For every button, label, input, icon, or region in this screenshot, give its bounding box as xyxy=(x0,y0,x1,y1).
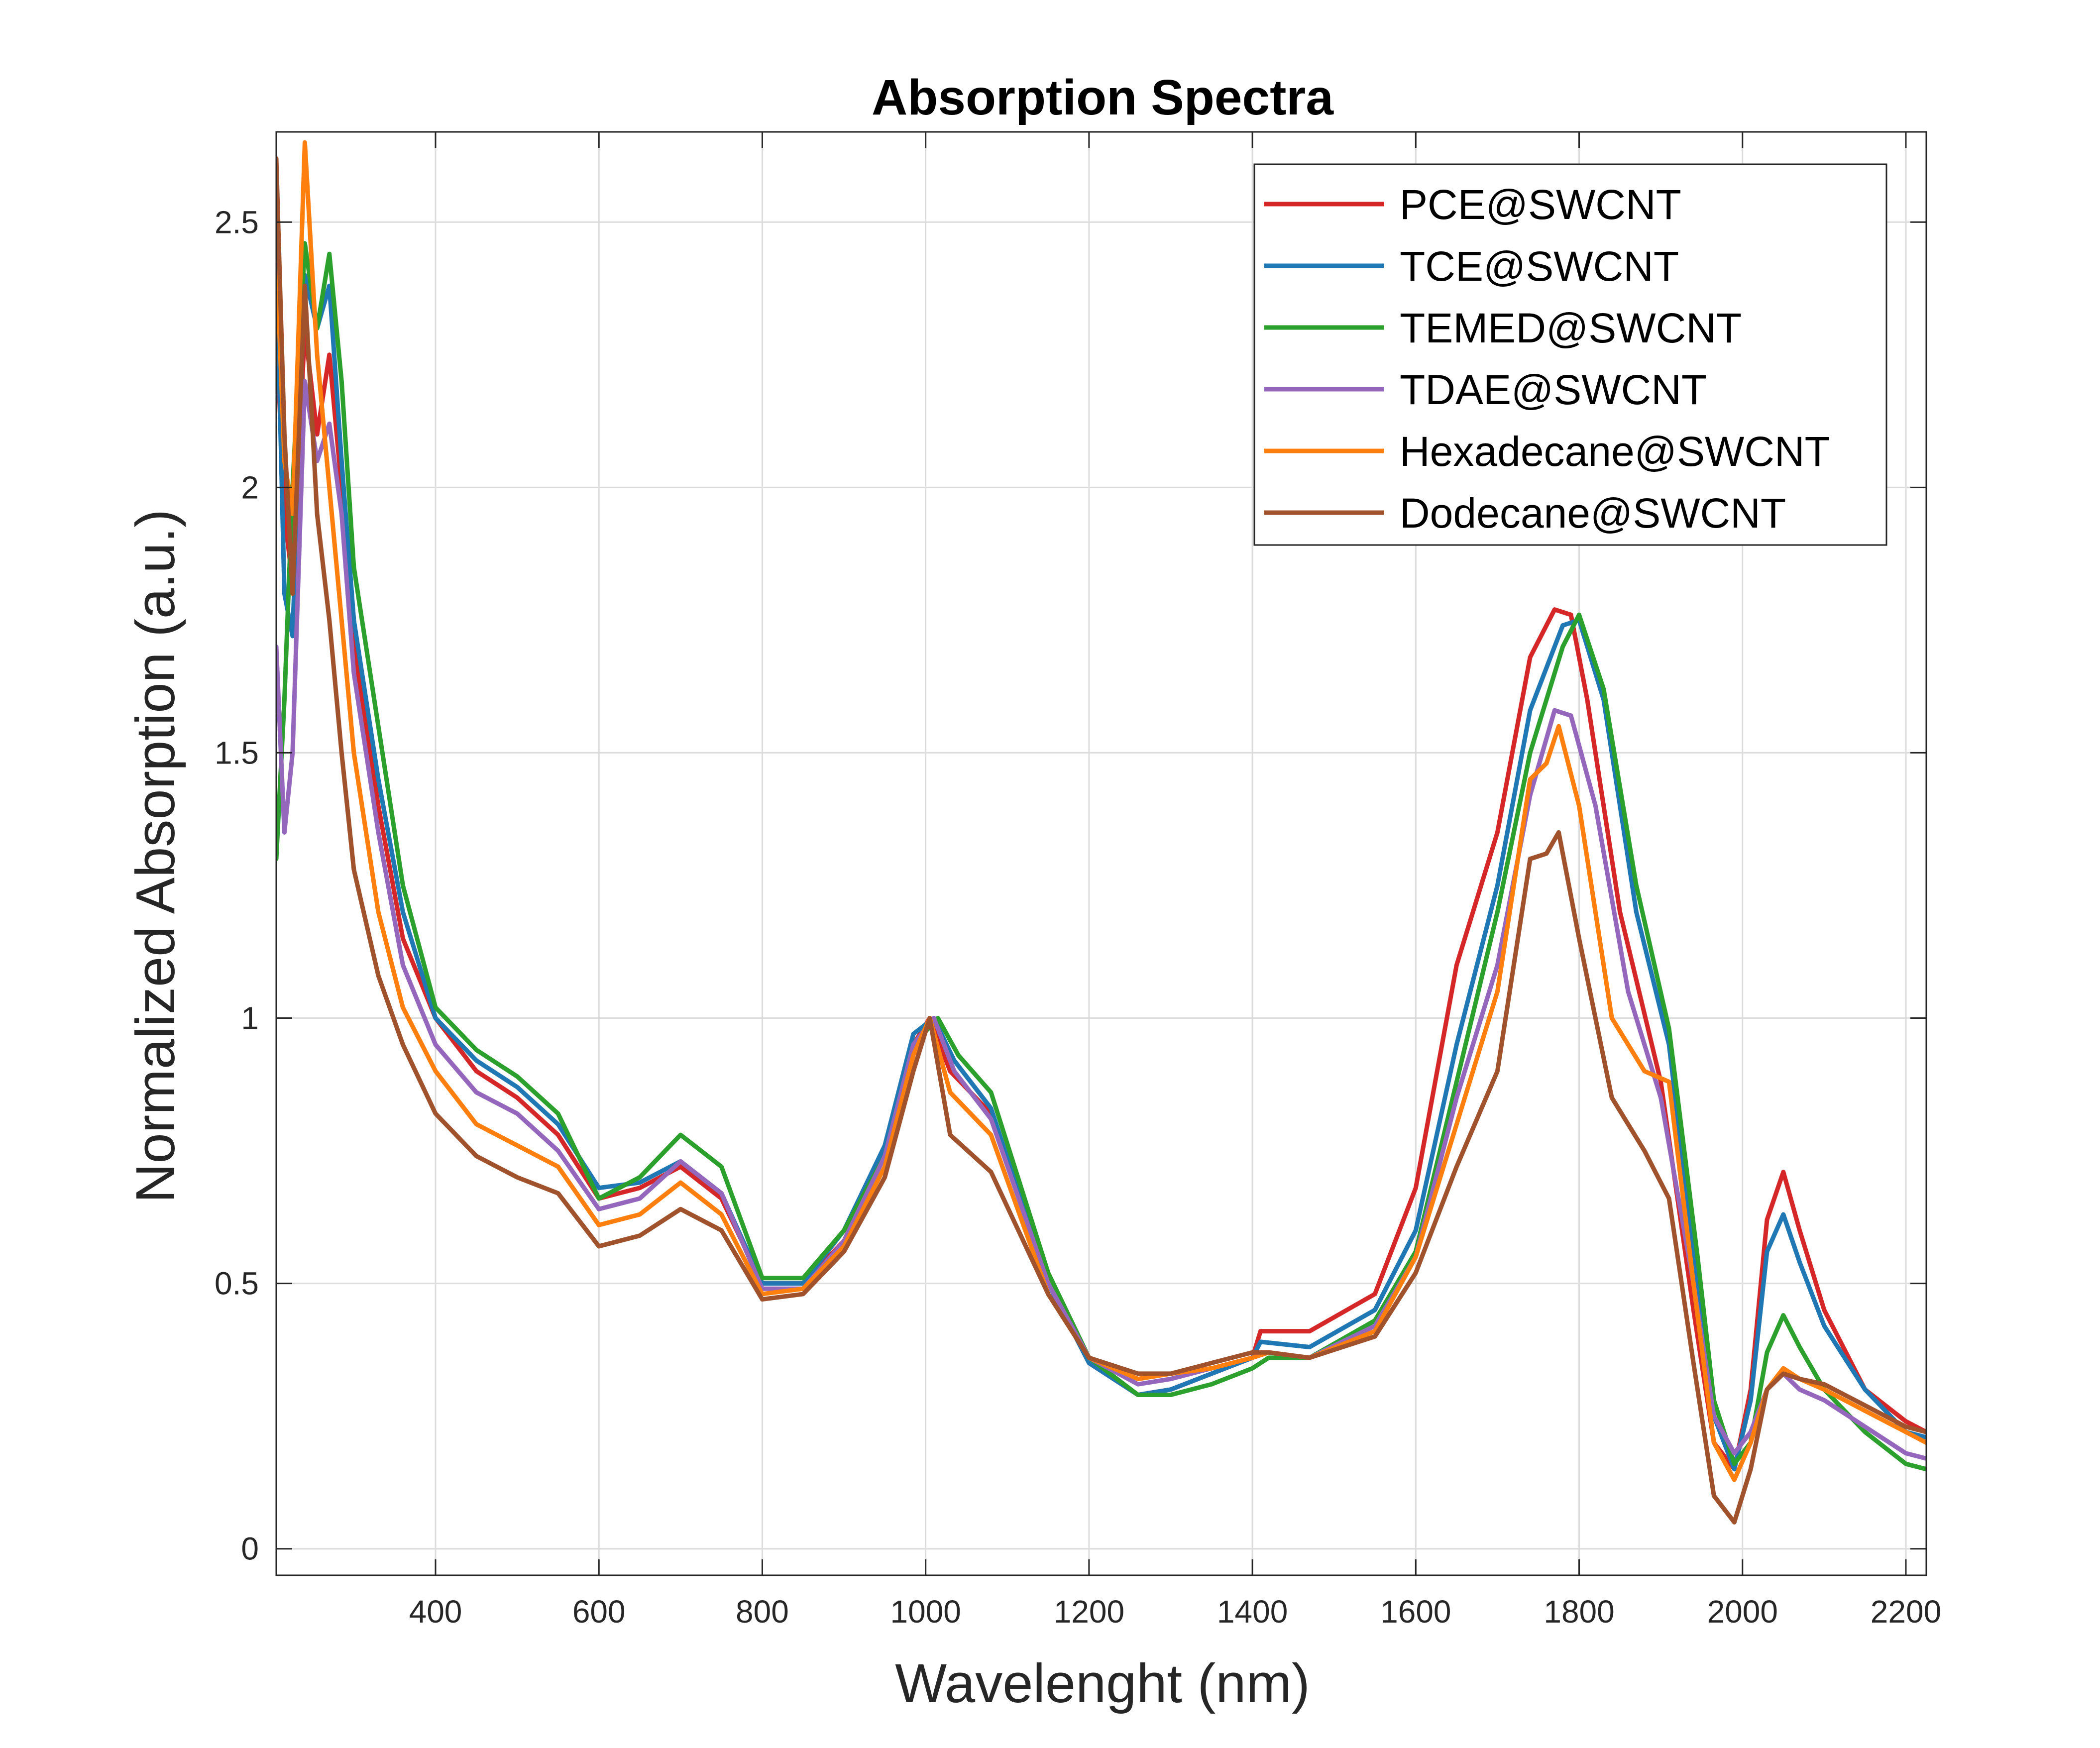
x-tick-label: 1200 xyxy=(1054,1594,1124,1630)
x-tick-label: 2200 xyxy=(1871,1594,1941,1630)
y-tick-label: 1.5 xyxy=(215,735,259,770)
x-tick-label: 1400 xyxy=(1217,1594,1288,1630)
y-axis-label: Normalized Absorption (a.u.) xyxy=(125,509,186,1203)
y-tick-labels: 0 0.5 1 1.5 2 2.5 xyxy=(215,204,259,1566)
y-tick-label: 2 xyxy=(241,469,259,505)
plot-frame xyxy=(275,131,1927,1576)
y-tick-label: 1 xyxy=(241,1000,259,1036)
legend-box xyxy=(1253,163,1887,546)
x-tick-label: 1000 xyxy=(890,1594,961,1630)
x-tick-labels: 400 600 800 1000 1200 1400 1600 1800 2000 2200 xyxy=(409,1594,1942,1630)
x-tick-label: 800 xyxy=(736,1594,789,1630)
x-tick-label: 1800 xyxy=(1544,1594,1614,1630)
chart-title: Absorption Spectra xyxy=(872,70,1334,125)
legend-label: TCE@SWCNT xyxy=(1400,243,1679,290)
legend-label: TDAE@SWCNT xyxy=(1400,366,1707,413)
series-line-5 xyxy=(276,140,1926,1482)
y-tick-label: 0 xyxy=(241,1531,259,1567)
x-tick-label: 400 xyxy=(409,1594,462,1630)
legend-label: Dodecane@SWCNT xyxy=(1400,490,1786,537)
legend-label: PCE@SWCNT xyxy=(1400,181,1681,228)
y-tick-label: 2.5 xyxy=(215,204,259,240)
x-tick-label: 1600 xyxy=(1380,1594,1451,1630)
y-tick-label: 0.5 xyxy=(215,1266,259,1302)
axis-ticks xyxy=(276,132,1926,1575)
series-line-6 xyxy=(276,156,1926,1525)
series-lines xyxy=(276,140,1926,1525)
legend-entries: PCE@SWCNT TCE@SWCNT TEMED@SWCNT TDAE@SWCNT H… xyxy=(1264,181,1830,537)
x-tick-label: 2000 xyxy=(1707,1594,1778,1630)
x-axis-label: Wavelenght (nm) xyxy=(895,1653,1310,1714)
legend-label: Hexadecane@SWCNT xyxy=(1400,428,1830,475)
legend-label: TEMED@SWCNT xyxy=(1400,305,1742,351)
x-tick-label: 600 xyxy=(572,1594,626,1630)
legend: PCE@SWCNT TCE@SWCNT TEMED@SWCNT TDAE@SWCNT H… xyxy=(1253,163,1887,546)
